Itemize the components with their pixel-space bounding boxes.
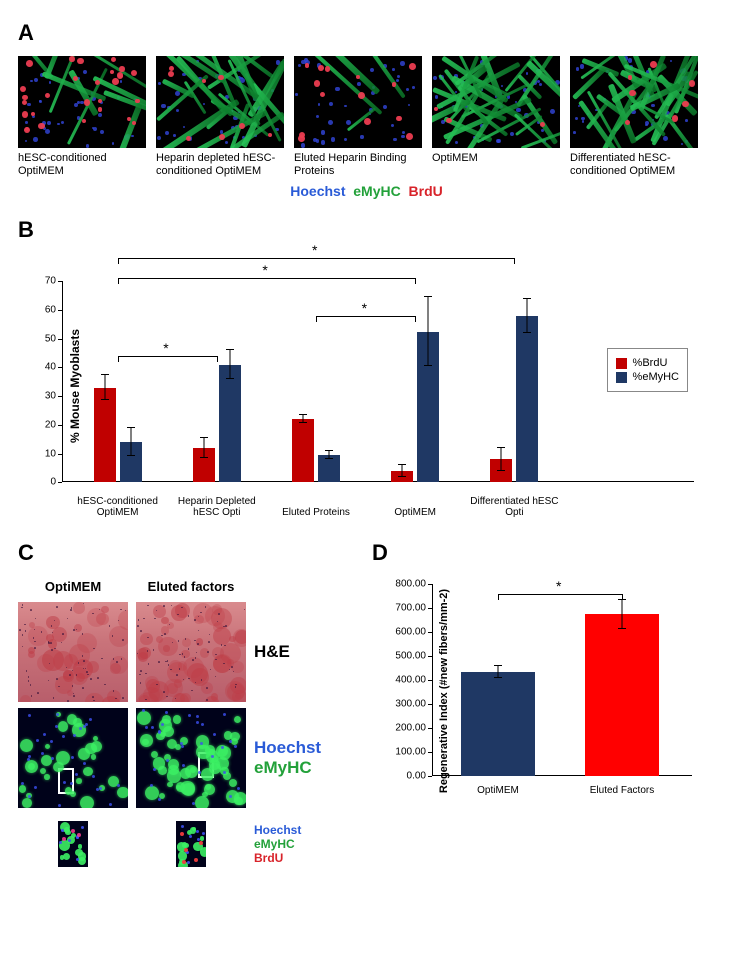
- crop-label: Hoechst eMyHC BrdU: [254, 823, 314, 866]
- brdu-label: BrdU: [409, 183, 443, 199]
- col-optimem: OptiMEM: [18, 579, 128, 594]
- micro-caption: OptiMEM: [432, 152, 560, 165]
- chart-b-category: Eluted Proteins: [266, 507, 366, 518]
- panel-b: B % Mouse Myoblasts hESC-conditioned Opt…: [18, 217, 715, 518]
- chart-d-category: OptiMEM: [448, 785, 548, 796]
- chart-b-plot: hESC-conditioned OptiMEMHeparin Depleted…: [68, 281, 564, 482]
- chart-b-category: Heparin Depleted hESC Opti: [167, 496, 267, 518]
- chart-b-yaxis: [62, 281, 63, 482]
- chart-b-legend: %BrdU %eMyHC: [607, 348, 688, 392]
- chart-b-category: Differentiated hESC Opti: [464, 496, 564, 518]
- panel-cd-row: C OptiMEM Eluted factors H&E Hoechst eMy…: [18, 540, 715, 874]
- stain-legend: Hoechst eMyHC BrdU: [18, 183, 715, 199]
- legend-emyhc: %eMyHC: [633, 371, 679, 383]
- chart-d-category: Eluted Factors: [572, 785, 672, 796]
- chart-d: Regenerative Index (#new fibers/mm-2) Op…: [372, 576, 702, 806]
- micro-caption: Heparin depleted hESC-conditioned OptiME…: [156, 152, 284, 177]
- chart-b: % Mouse Myoblasts hESC-conditioned OptiM…: [24, 253, 704, 518]
- he-optimem: [18, 602, 128, 702]
- micro-caption: Eluted Heparin Binding Proteins: [294, 152, 422, 177]
- panel-c: C OptiMEM Eluted factors H&E Hoechst eMy…: [18, 540, 348, 874]
- fl-label: Hoechst eMyHC: [254, 738, 314, 778]
- emyhc-label: eMyHC: [353, 183, 400, 199]
- panel-a-label: A: [18, 20, 715, 46]
- he-eluted: [136, 602, 246, 702]
- he-label: H&E: [254, 642, 314, 662]
- chart-d-plot: OptiMEMEluted Factors: [436, 584, 684, 776]
- fl-optimem: [18, 708, 128, 808]
- chart-b-category: hESC-conditioned OptiMEM: [68, 496, 168, 518]
- panel-c-grid: OptiMEM Eluted factors H&E Hoechst eMyHC…: [18, 576, 348, 874]
- crop-optimem: [58, 821, 88, 867]
- chart-d-yaxis: [432, 584, 433, 776]
- panel-c-label: C: [18, 540, 348, 566]
- panel-d-label: D: [372, 540, 715, 566]
- hoechst-label: Hoechst: [290, 183, 345, 199]
- chart-b-category: OptiMEM: [365, 507, 465, 518]
- fl-eluted: [136, 708, 246, 808]
- crop-eluted: [176, 821, 206, 867]
- micro-caption: Differentiated hESC-conditioned OptiMEM: [570, 152, 698, 177]
- panel-a: A hESC-conditioned OptiMEM Heparin deplet…: [18, 20, 715, 199]
- col-eluted: Eluted factors: [136, 579, 246, 594]
- panel-d: D Regenerative Index (#new fibers/mm-2) …: [372, 540, 715, 874]
- panel-a-image-row: hESC-conditioned OptiMEM Heparin depleted…: [18, 56, 715, 177]
- micro-caption: hESC-conditioned OptiMEM: [18, 152, 146, 177]
- panel-b-label: B: [18, 217, 715, 243]
- legend-brdu: %BrdU: [633, 357, 668, 369]
